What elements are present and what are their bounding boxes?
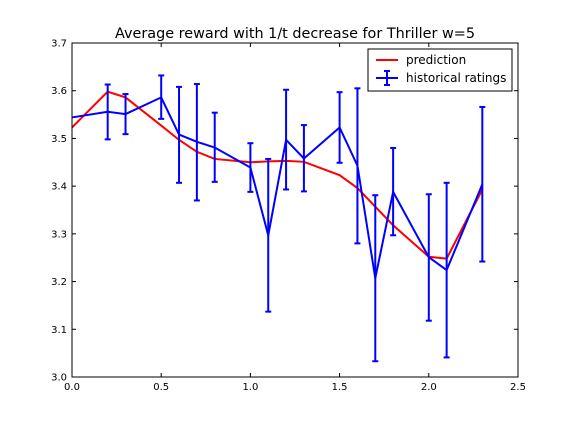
series-layer bbox=[71, 74, 486, 363]
y-tick-label: 3.7 bbox=[51, 39, 67, 50]
series-line-historical-ratings bbox=[71, 96, 484, 279]
x-tick-label: 1.0 bbox=[242, 382, 258, 393]
series-line-prediction bbox=[71, 90, 484, 260]
legend-label-prediction: prediction bbox=[406, 53, 466, 67]
y-tick-label: 3.4 bbox=[51, 182, 67, 193]
y-tick-label: 3.5 bbox=[51, 134, 67, 145]
legend-box bbox=[367, 48, 513, 92]
series-prediction bbox=[71, 90, 484, 260]
x-tick-label: 2.0 bbox=[421, 382, 437, 393]
y-tick-label: 3.1 bbox=[51, 325, 67, 336]
x-axis: 0.0 0.5 1.0 1.5 2.0 2.5 bbox=[64, 43, 526, 393]
plot-frame bbox=[71, 42, 519, 378]
y-tick-label: 3.2 bbox=[51, 277, 67, 288]
y-tick-label: 3.6 bbox=[51, 86, 67, 97]
chart-title: Average reward with 1/t decrease for Thr… bbox=[115, 26, 475, 42]
legend-label-historical-ratings: historical ratings bbox=[406, 71, 506, 85]
legend: prediction historical ratings bbox=[367, 48, 513, 92]
y-axis: 3.0 3.1 3.2 3.3 3.4 3.5 3.6 3.7 bbox=[51, 39, 518, 384]
x-tick-label: 2.5 bbox=[510, 382, 526, 393]
x-tick-label: 0.0 bbox=[64, 382, 80, 393]
y-tick-label: 3.3 bbox=[51, 229, 67, 240]
y-tick-label: 3.0 bbox=[51, 373, 67, 384]
x-tick-label: 0.5 bbox=[153, 382, 169, 393]
series-historical-ratings bbox=[71, 74, 486, 363]
plot-area bbox=[72, 43, 518, 377]
x-tick-label: 1.5 bbox=[332, 382, 348, 393]
